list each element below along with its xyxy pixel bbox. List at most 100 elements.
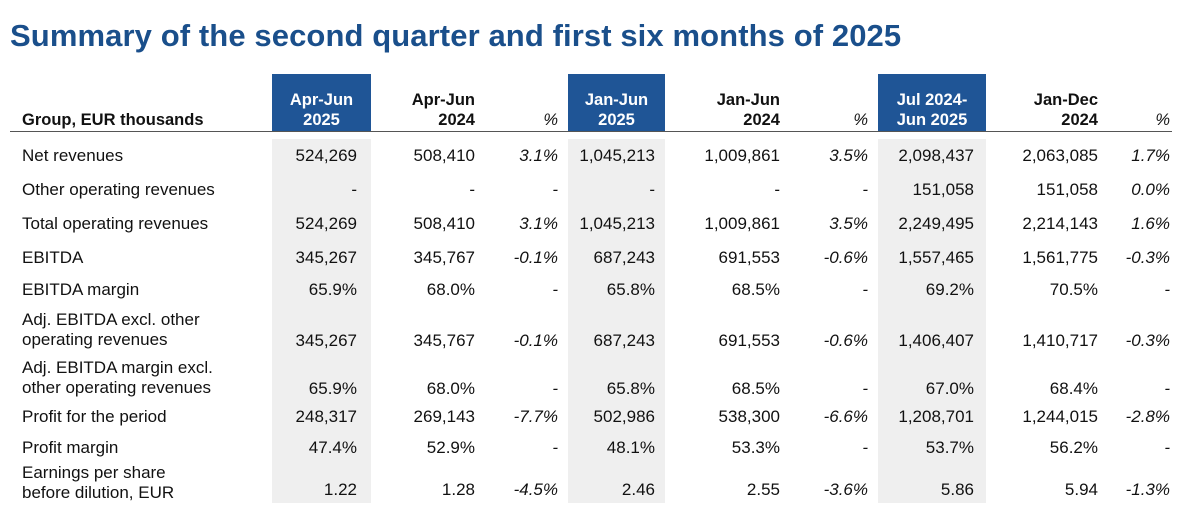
cell-pct-q2: - bbox=[552, 280, 558, 299]
table-row: Net revenues 524,269 508,410 3.1% 1,045,213 1… bbox=[0, 139, 1200, 173]
cell-pct-q2: 3.1% bbox=[519, 146, 558, 165]
row-label: Profit for the period bbox=[22, 407, 167, 426]
cell-ltm: 2,249,495 bbox=[878, 207, 986, 241]
cell-apr-jun-2025: 524,269 bbox=[272, 207, 371, 241]
table-row: EBITDA margin 65.9% 68.0% -65.8% 68.5% -69.2%… bbox=[0, 274, 1200, 306]
cell-jan-jun-2024: 1,009,861 bbox=[704, 214, 780, 233]
cell-apr-jun-2024: 52.9% bbox=[426, 437, 475, 457]
cell-ltm: 67.0% bbox=[878, 354, 986, 402]
cell-pct-fy: -1.3% bbox=[1125, 480, 1170, 499]
cell-jan-jun-2025: 65.8% bbox=[568, 354, 665, 402]
row-label: Total operating revenues bbox=[22, 214, 209, 233]
cell-apr-jun-2025: - bbox=[272, 173, 371, 207]
header-col-jan-jun-2025: Jan-Jun 2025 bbox=[568, 74, 665, 131]
cell-pct-fy: - bbox=[1164, 437, 1170, 457]
cell-pct-q2: - bbox=[552, 180, 558, 199]
cell-ltm: 1,208,701 bbox=[878, 402, 986, 432]
cell-apr-jun-2024: 508,410 bbox=[413, 146, 475, 165]
cell-jan-jun-2025: 1,045,213 bbox=[568, 139, 665, 173]
cell-pct-fy: 1.6% bbox=[1131, 214, 1170, 233]
cell-pct-fy: - bbox=[1164, 280, 1170, 299]
cell-apr-jun-2025: 248,317 bbox=[272, 402, 371, 432]
table-row: Adj. EBITDA margin excl. other operating … bbox=[0, 354, 1200, 402]
cell-apr-jun-2024: 508,410 bbox=[413, 214, 475, 233]
row-label: Earnings per share before dilution, EUR bbox=[22, 463, 175, 502]
cell-jan-jun-2025: 502,986 bbox=[568, 402, 665, 432]
row-label: EBITDA margin bbox=[22, 280, 140, 299]
row-label: Adj. EBITDA excl. other operating revenue… bbox=[22, 310, 200, 349]
cell-pct-q2: -4.5% bbox=[513, 480, 558, 499]
cell-jan-jun-2024: 691,553 bbox=[718, 247, 780, 267]
cell-jan-dec-2024: 68.4% bbox=[1049, 379, 1098, 398]
cell-pct-q2: -0.1% bbox=[513, 247, 558, 267]
cell-pct-q2: - bbox=[552, 379, 558, 398]
cell-apr-jun-2025: 345,267 bbox=[272, 306, 371, 354]
cell-pct-h1: - bbox=[862, 280, 868, 299]
header-col-ltm: Jul 2024- Jun 2025 bbox=[878, 74, 986, 131]
table-row: Earnings per share before dilution, EUR 1.… bbox=[0, 463, 1200, 503]
table-row: Profit margin 47.4% 52.9% -48.1% 53.3% -53.7%… bbox=[0, 432, 1200, 463]
cell-ltm: 1,557,465 bbox=[878, 241, 986, 274]
cell-jan-dec-2024: 1,410,717 bbox=[1022, 331, 1098, 350]
cell-jan-jun-2024: 538,300 bbox=[718, 407, 780, 426]
cell-apr-jun-2025: 1.22 bbox=[272, 463, 371, 503]
header-col-jan-dec-2024: Jan-Dec 2024 bbox=[1033, 91, 1098, 129]
summary-table: Group, EUR thousands Apr-Jun 2025 Apr-Jun… bbox=[0, 74, 1200, 503]
cell-apr-jun-2025: 65.9% bbox=[272, 274, 371, 306]
cell-pct-h1: - bbox=[862, 437, 868, 457]
table-row: EBITDA 345,267 345,767 -0.1% 687,243 691,553 -… bbox=[0, 241, 1200, 274]
cell-apr-jun-2024: 269,143 bbox=[413, 407, 475, 426]
cell-pct-h1: 3.5% bbox=[829, 146, 868, 165]
cell-ltm: 5.86 bbox=[878, 463, 986, 503]
cell-ltm: 151,058 bbox=[878, 173, 986, 207]
cell-jan-dec-2024: 5.94 bbox=[1064, 480, 1098, 499]
cell-pct-fy: -0.3% bbox=[1125, 247, 1170, 267]
cell-jan-dec-2024: 151,058 bbox=[1036, 180, 1098, 199]
cell-jan-jun-2025: 687,243 bbox=[568, 306, 665, 354]
header-divider bbox=[10, 131, 1172, 132]
cell-jan-dec-2024: 70.5% bbox=[1049, 280, 1098, 299]
cell-jan-jun-2025: 687,243 bbox=[568, 241, 665, 274]
cell-jan-jun-2024: 691,553 bbox=[718, 331, 780, 350]
page-title: Summary of the second quarter and first … bbox=[10, 18, 902, 53]
cell-jan-jun-2024: - bbox=[774, 180, 780, 199]
cell-pct-q2: 3.1% bbox=[519, 214, 558, 233]
cell-jan-jun-2024: 68.5% bbox=[731, 379, 780, 398]
row-label: Other operating revenues bbox=[22, 180, 215, 199]
table-row: Profit for the period 248,317 269,143 -7.7%… bbox=[0, 402, 1200, 432]
cell-jan-dec-2024: 2,214,143 bbox=[1022, 214, 1098, 233]
cell-pct-fy: -2.8% bbox=[1125, 407, 1170, 426]
cell-ltm: 2,098,437 bbox=[878, 139, 986, 173]
cell-jan-dec-2024: 1,561,775 bbox=[1022, 247, 1098, 267]
cell-pct-h1: -0.6% bbox=[823, 247, 868, 267]
cell-pct-h1: - bbox=[862, 180, 868, 199]
cell-pct-q2: - bbox=[552, 437, 558, 457]
table-header-row: Group, EUR thousands Apr-Jun 2025 Apr-Jun… bbox=[0, 74, 1200, 131]
row-label: Profit margin bbox=[22, 437, 119, 457]
cell-jan-dec-2024: 1,244,015 bbox=[1022, 407, 1098, 426]
header-col-jan-jun-2024: Jan-Jun 2024 bbox=[716, 91, 780, 129]
cell-apr-jun-2025: 345,267 bbox=[272, 241, 371, 274]
cell-jan-dec-2024: 56.2% bbox=[1049, 437, 1098, 457]
cell-apr-jun-2025: 524,269 bbox=[272, 139, 371, 173]
table-row: Other operating revenues - - - - - -151,058 151… bbox=[0, 173, 1200, 207]
cell-jan-jun-2025: 2.46 bbox=[568, 463, 665, 503]
cell-jan-jun-2025: 48.1% bbox=[568, 432, 665, 463]
header-col-pct-fy: % bbox=[1155, 111, 1170, 129]
cell-jan-jun-2025: 65.8% bbox=[568, 274, 665, 306]
cell-apr-jun-2025: 65.9% bbox=[272, 354, 371, 402]
cell-jan-jun-2024: 1,009,861 bbox=[704, 146, 780, 165]
table-row: Total operating revenues 524,269 508,410 3.… bbox=[0, 207, 1200, 241]
header-col-pct-h1: % bbox=[853, 111, 868, 129]
cell-pct-h1: - bbox=[862, 379, 868, 398]
row-label: EBITDA bbox=[22, 247, 84, 267]
table-row: Adj. EBITDA excl. other operating revenue… bbox=[0, 306, 1200, 354]
row-label: Adj. EBITDA margin excl. other operating … bbox=[22, 358, 213, 397]
cell-jan-dec-2024: 2,063,085 bbox=[1022, 146, 1098, 165]
row-label: Net revenues bbox=[22, 146, 124, 165]
header-col-pct-q2: % bbox=[543, 111, 558, 129]
cell-apr-jun-2024: 68.0% bbox=[426, 379, 475, 398]
cell-pct-fy: 0.0% bbox=[1131, 180, 1170, 199]
cell-apr-jun-2024: 345,767 bbox=[413, 247, 475, 267]
cell-pct-q2: -0.1% bbox=[513, 331, 558, 350]
